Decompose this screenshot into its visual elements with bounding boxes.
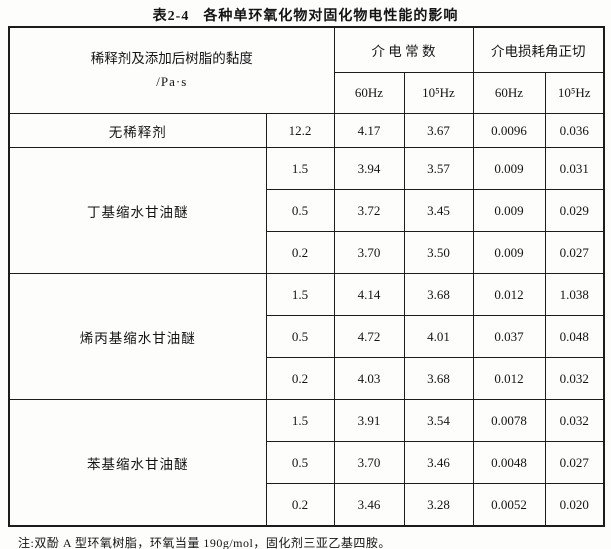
viscosity-cell: 0.2 <box>265 357 335 400</box>
dc-105hz-cell: 3.28 <box>403 483 474 527</box>
table-row: 0.5 3.72 3.45 0.009 0.029 <box>9 189 605 232</box>
dc-105hz-cell: 3.46 <box>403 441 474 484</box>
header-row-frequencies: 60Hz 10⁵Hz 60Hz 10⁵Hz <box>9 72 605 114</box>
dc-60hz-cell: 3.94 <box>333 147 405 190</box>
dc-105hz-cell: 3.57 <box>403 147 474 190</box>
loss-105hz-cell: 0.036 <box>544 113 605 148</box>
loss-60hz-cell: 0.0096 <box>472 113 546 148</box>
loss-tangent-header: 介电损耗角正切 <box>472 26 605 73</box>
loss-105hz-header: 10⁵Hz <box>544 72 605 114</box>
loss-105hz-cell: 0.029 <box>544 189 605 232</box>
dc-60hz-cell: 4.03 <box>333 357 405 400</box>
dc-60hz-cell: 3.46 <box>333 483 405 527</box>
table-row: 烯丙基缩水甘油醚 1.5 4.14 3.68 0.012 1.038 <box>8 273 605 400</box>
diluent-name-cell: 苯基缩水甘油醚 <box>8 399 267 527</box>
dielectric-constant-header: 介 电 常 数 <box>333 26 474 73</box>
loss-60hz-cell: 0.009 <box>472 147 546 190</box>
loss-60hz-cell: 0.009 <box>472 231 546 274</box>
dc-105hz-cell: 3.67 <box>403 113 474 148</box>
dc-105hz-cell: 4.01 <box>403 315 474 358</box>
viscosity-cell: 1.5 <box>265 147 335 190</box>
table-row: 0.5 3.70 3.46 0.0048 0.027 <box>9 441 605 484</box>
viscosity-cell: 1.5 <box>265 399 335 442</box>
dc-105hz-cell: 3.68 <box>403 273 474 316</box>
footnote: 注:双酚 A 型环氧树脂，环氧当量 190g/mol，固化剂三亚乙基四胺。 <box>18 536 391 549</box>
dc-60hz-cell: 3.70 <box>333 441 405 484</box>
viscosity-cell: 12.2 <box>265 113 335 148</box>
diluent-name-cell: 无稀释剂 <box>8 113 267 148</box>
loss-60hz-cell: 0.0052 <box>472 483 546 527</box>
dc-60hz-cell: 4.72 <box>333 315 405 358</box>
diluent-viscosity-header: 稀释剂及添加后树脂的黏度 /Pa·s <box>8 26 335 114</box>
dc-105hz-header: 10⁵Hz <box>403 72 474 114</box>
loss-105hz-cell: 0.027 <box>544 441 605 484</box>
loss-60hz-cell: 0.037 <box>472 315 546 358</box>
dc-60hz-cell: 3.70 <box>333 231 405 274</box>
dc-105hz-cell: 3.54 <box>403 399 474 442</box>
loss-60hz-cell: 0.012 <box>472 357 546 400</box>
dc-60hz-cell: 4.17 <box>333 113 405 148</box>
dc-105hz-cell: 3.68 <box>403 357 474 400</box>
table-row: 0.5 4.72 4.01 0.037 0.048 <box>9 315 605 358</box>
dc-60hz-cell: 3.91 <box>333 399 405 442</box>
viscosity-cell: 0.2 <box>265 483 335 527</box>
dc-60hz-cell: 4.14 <box>333 273 405 316</box>
table-number: 表2-4 <box>152 9 190 24</box>
table-row: 苯基缩水甘油醚 1.5 3.91 3.54 0.0078 0.032 <box>8 399 605 527</box>
loss-60hz-header: 60Hz <box>472 72 546 114</box>
properties-table: 稀释剂及添加后树脂的黏度 /Pa·s 介 电 常 数 介电损耗角正切 60Hz … <box>8 26 605 527</box>
loss-60hz-cell: 0.0048 <box>472 441 546 484</box>
viscosity-unit-label: /Pa·s <box>156 73 188 89</box>
diluent-name-cell: 烯丙基缩水甘油醚 <box>8 273 267 400</box>
loss-105hz-cell: 0.032 <box>544 399 605 442</box>
viscosity-cell: 0.2 <box>265 231 335 274</box>
loss-60hz-cell: 0.012 <box>472 273 546 316</box>
loss-105hz-cell: 0.032 <box>544 357 605 400</box>
table-row: 无稀释剂 12.2 4.17 3.67 0.0096 0.036 <box>8 113 605 148</box>
header-row-groups: 稀释剂及添加后树脂的黏度 /Pa·s 介 电 常 数 介电损耗角正切 <box>8 26 605 114</box>
table-row: 0.2 3.46 3.28 0.0052 0.020 <box>9 483 605 527</box>
viscosity-cell: 0.5 <box>265 189 335 232</box>
viscosity-cell: 0.5 <box>265 441 335 484</box>
dc-105hz-cell: 3.45 <box>403 189 474 232</box>
table-row: 0.2 3.70 3.50 0.009 0.027 <box>9 231 605 274</box>
dc-60hz-header: 60Hz <box>333 72 405 114</box>
loss-60hz-cell: 0.0078 <box>472 399 546 442</box>
loss-105hz-cell: 0.031 <box>544 147 605 190</box>
diluent-header-line1: 稀释剂及添加后树脂的黏度 <box>90 50 253 66</box>
dc-105hz-cell: 3.50 <box>403 231 474 274</box>
table-row: 0.2 4.03 3.68 0.012 0.032 <box>9 357 605 400</box>
loss-60hz-cell: 0.009 <box>472 189 546 232</box>
table-caption: 各种单环氧化物对固化物电性能的影响 <box>203 9 459 24</box>
diluent-name-cell: 丁基缩水甘油醚 <box>8 147 267 274</box>
table-title: 表2-4 各种单环氧化物对固化物电性能的影响 <box>0 0 611 26</box>
loss-105hz-cell: 0.048 <box>544 315 605 358</box>
dc-60hz-cell: 3.72 <box>333 189 405 232</box>
viscosity-cell: 0.5 <box>265 315 335 358</box>
loss-105hz-cell: 0.020 <box>544 483 605 527</box>
loss-105hz-cell: 1.038 <box>544 273 605 316</box>
viscosity-cell: 1.5 <box>265 273 335 316</box>
table-row: 丁基缩水甘油醚 1.5 3.94 3.57 0.009 0.031 <box>8 147 605 274</box>
loss-105hz-cell: 0.027 <box>544 231 605 274</box>
